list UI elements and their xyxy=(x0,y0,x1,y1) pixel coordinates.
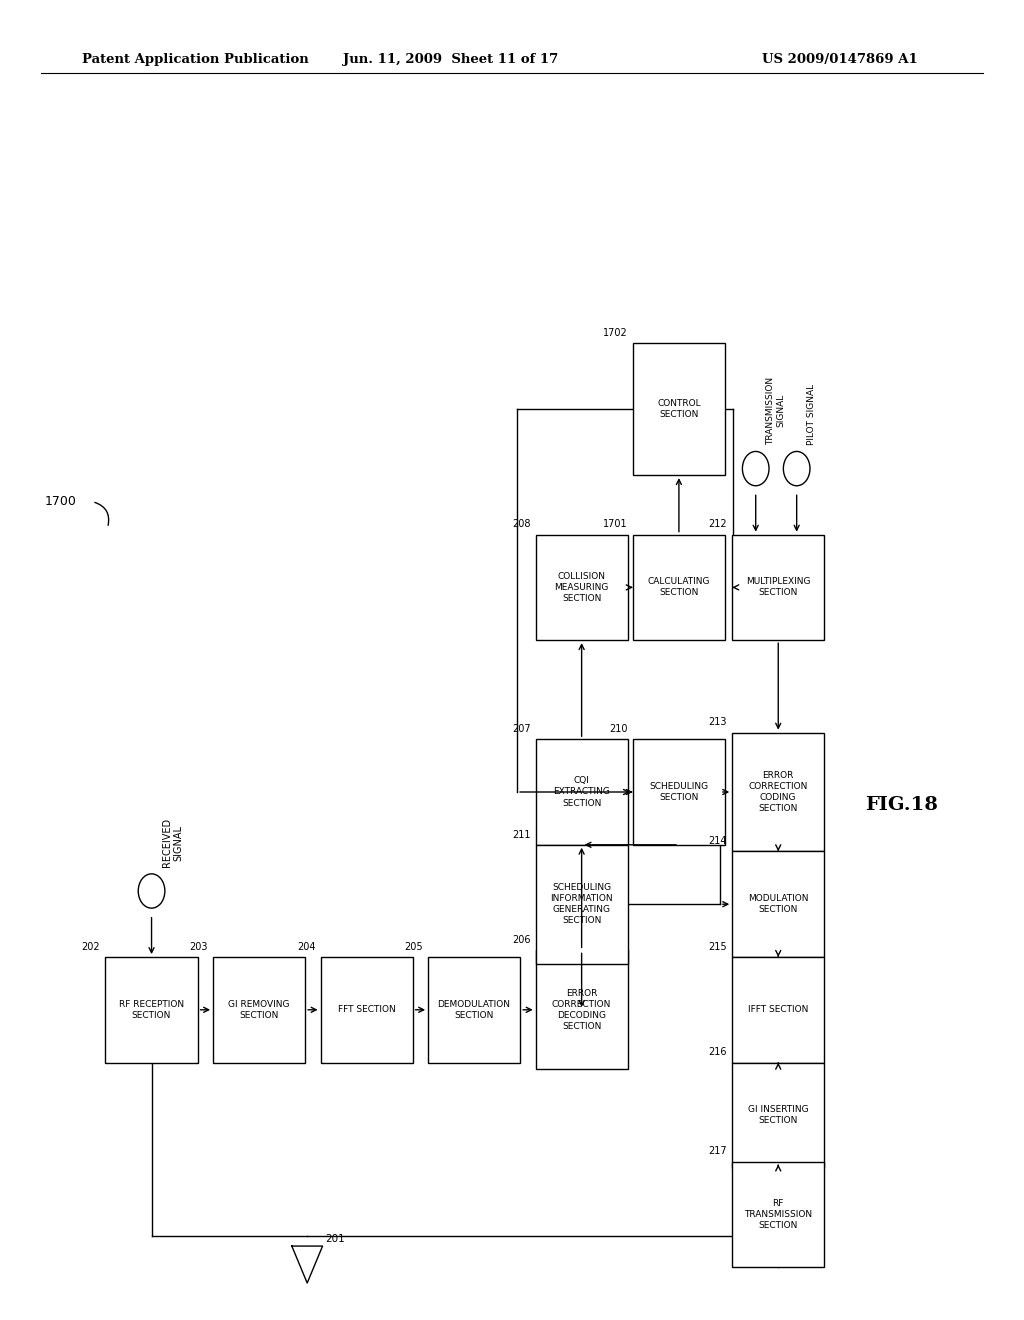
FancyBboxPatch shape xyxy=(536,845,628,964)
Text: COLLISION
MEASURING
SECTION: COLLISION MEASURING SECTION xyxy=(554,572,609,603)
Text: MULTIPLEXING
SECTION: MULTIPLEXING SECTION xyxy=(746,577,810,598)
Text: SCHEDULING
SECTION: SCHEDULING SECTION xyxy=(649,781,709,803)
Text: 203: 203 xyxy=(189,941,208,952)
Text: CALCULATING
SECTION: CALCULATING SECTION xyxy=(647,577,711,598)
FancyBboxPatch shape xyxy=(732,535,824,640)
Text: 206: 206 xyxy=(512,935,530,945)
Text: 213: 213 xyxy=(709,717,727,727)
FancyBboxPatch shape xyxy=(536,950,628,1069)
FancyBboxPatch shape xyxy=(213,957,305,1063)
Text: ERROR
CORRECTION
DECODING
SECTION: ERROR CORRECTION DECODING SECTION xyxy=(552,989,611,1031)
Text: 217: 217 xyxy=(709,1146,727,1156)
Text: FIG.18: FIG.18 xyxy=(864,796,938,814)
FancyBboxPatch shape xyxy=(633,343,725,475)
FancyBboxPatch shape xyxy=(536,739,628,845)
Text: 1700: 1700 xyxy=(45,495,77,508)
Text: 205: 205 xyxy=(404,941,423,952)
FancyBboxPatch shape xyxy=(536,535,628,640)
Text: PILOT SIGNAL: PILOT SIGNAL xyxy=(807,384,816,445)
Text: 207: 207 xyxy=(512,723,530,734)
Text: GI INSERTING
SECTION: GI INSERTING SECTION xyxy=(748,1105,809,1126)
FancyBboxPatch shape xyxy=(732,733,824,851)
Text: 1701: 1701 xyxy=(603,519,628,529)
Text: CONTROL
SECTION: CONTROL SECTION xyxy=(657,399,700,420)
Text: 210: 210 xyxy=(609,723,628,734)
Text: 212: 212 xyxy=(709,519,727,529)
Text: GI REMOVING
SECTION: GI REMOVING SECTION xyxy=(228,999,290,1020)
Text: 215: 215 xyxy=(709,941,727,952)
FancyBboxPatch shape xyxy=(428,957,520,1063)
Text: 1702: 1702 xyxy=(603,327,628,338)
FancyBboxPatch shape xyxy=(105,957,198,1063)
FancyBboxPatch shape xyxy=(732,851,824,957)
Text: 204: 204 xyxy=(297,941,315,952)
Text: 214: 214 xyxy=(709,836,727,846)
Text: SCHEDULING
INFORMATION
GENERATING
SECTION: SCHEDULING INFORMATION GENERATING SECTIO… xyxy=(550,883,613,925)
Text: RF
TRANSMISSION
SECTION: RF TRANSMISSION SECTION xyxy=(744,1199,812,1230)
Text: Jun. 11, 2009  Sheet 11 of 17: Jun. 11, 2009 Sheet 11 of 17 xyxy=(343,53,558,66)
Text: IFFT SECTION: IFFT SECTION xyxy=(749,1006,808,1014)
FancyBboxPatch shape xyxy=(732,957,824,1063)
Text: US 2009/0147869 A1: US 2009/0147869 A1 xyxy=(762,53,918,66)
Text: FFT SECTION: FFT SECTION xyxy=(338,1006,395,1014)
FancyBboxPatch shape xyxy=(633,535,725,640)
Text: TRANSMISSION
SIGNAL: TRANSMISSION SIGNAL xyxy=(766,376,785,445)
Text: RECEIVED
SIGNAL: RECEIVED SIGNAL xyxy=(162,818,183,867)
Text: DEMODULATION
SECTION: DEMODULATION SECTION xyxy=(437,999,511,1020)
FancyBboxPatch shape xyxy=(732,1063,824,1168)
Text: Patent Application Publication: Patent Application Publication xyxy=(82,53,308,66)
Text: MODULATION
SECTION: MODULATION SECTION xyxy=(748,894,809,915)
Text: 202: 202 xyxy=(82,941,100,952)
FancyBboxPatch shape xyxy=(321,957,413,1063)
Text: ERROR
CORRECTION
CODING
SECTION: ERROR CORRECTION CODING SECTION xyxy=(749,771,808,813)
Text: 216: 216 xyxy=(709,1047,727,1057)
Text: 211: 211 xyxy=(512,829,530,840)
Text: RF RECEPTION
SECTION: RF RECEPTION SECTION xyxy=(119,999,184,1020)
Text: 208: 208 xyxy=(512,519,530,529)
Text: 201: 201 xyxy=(326,1234,345,1245)
Text: CQI
EXTRACTING
SECTION: CQI EXTRACTING SECTION xyxy=(553,776,610,808)
FancyBboxPatch shape xyxy=(633,739,725,845)
FancyBboxPatch shape xyxy=(732,1162,824,1267)
